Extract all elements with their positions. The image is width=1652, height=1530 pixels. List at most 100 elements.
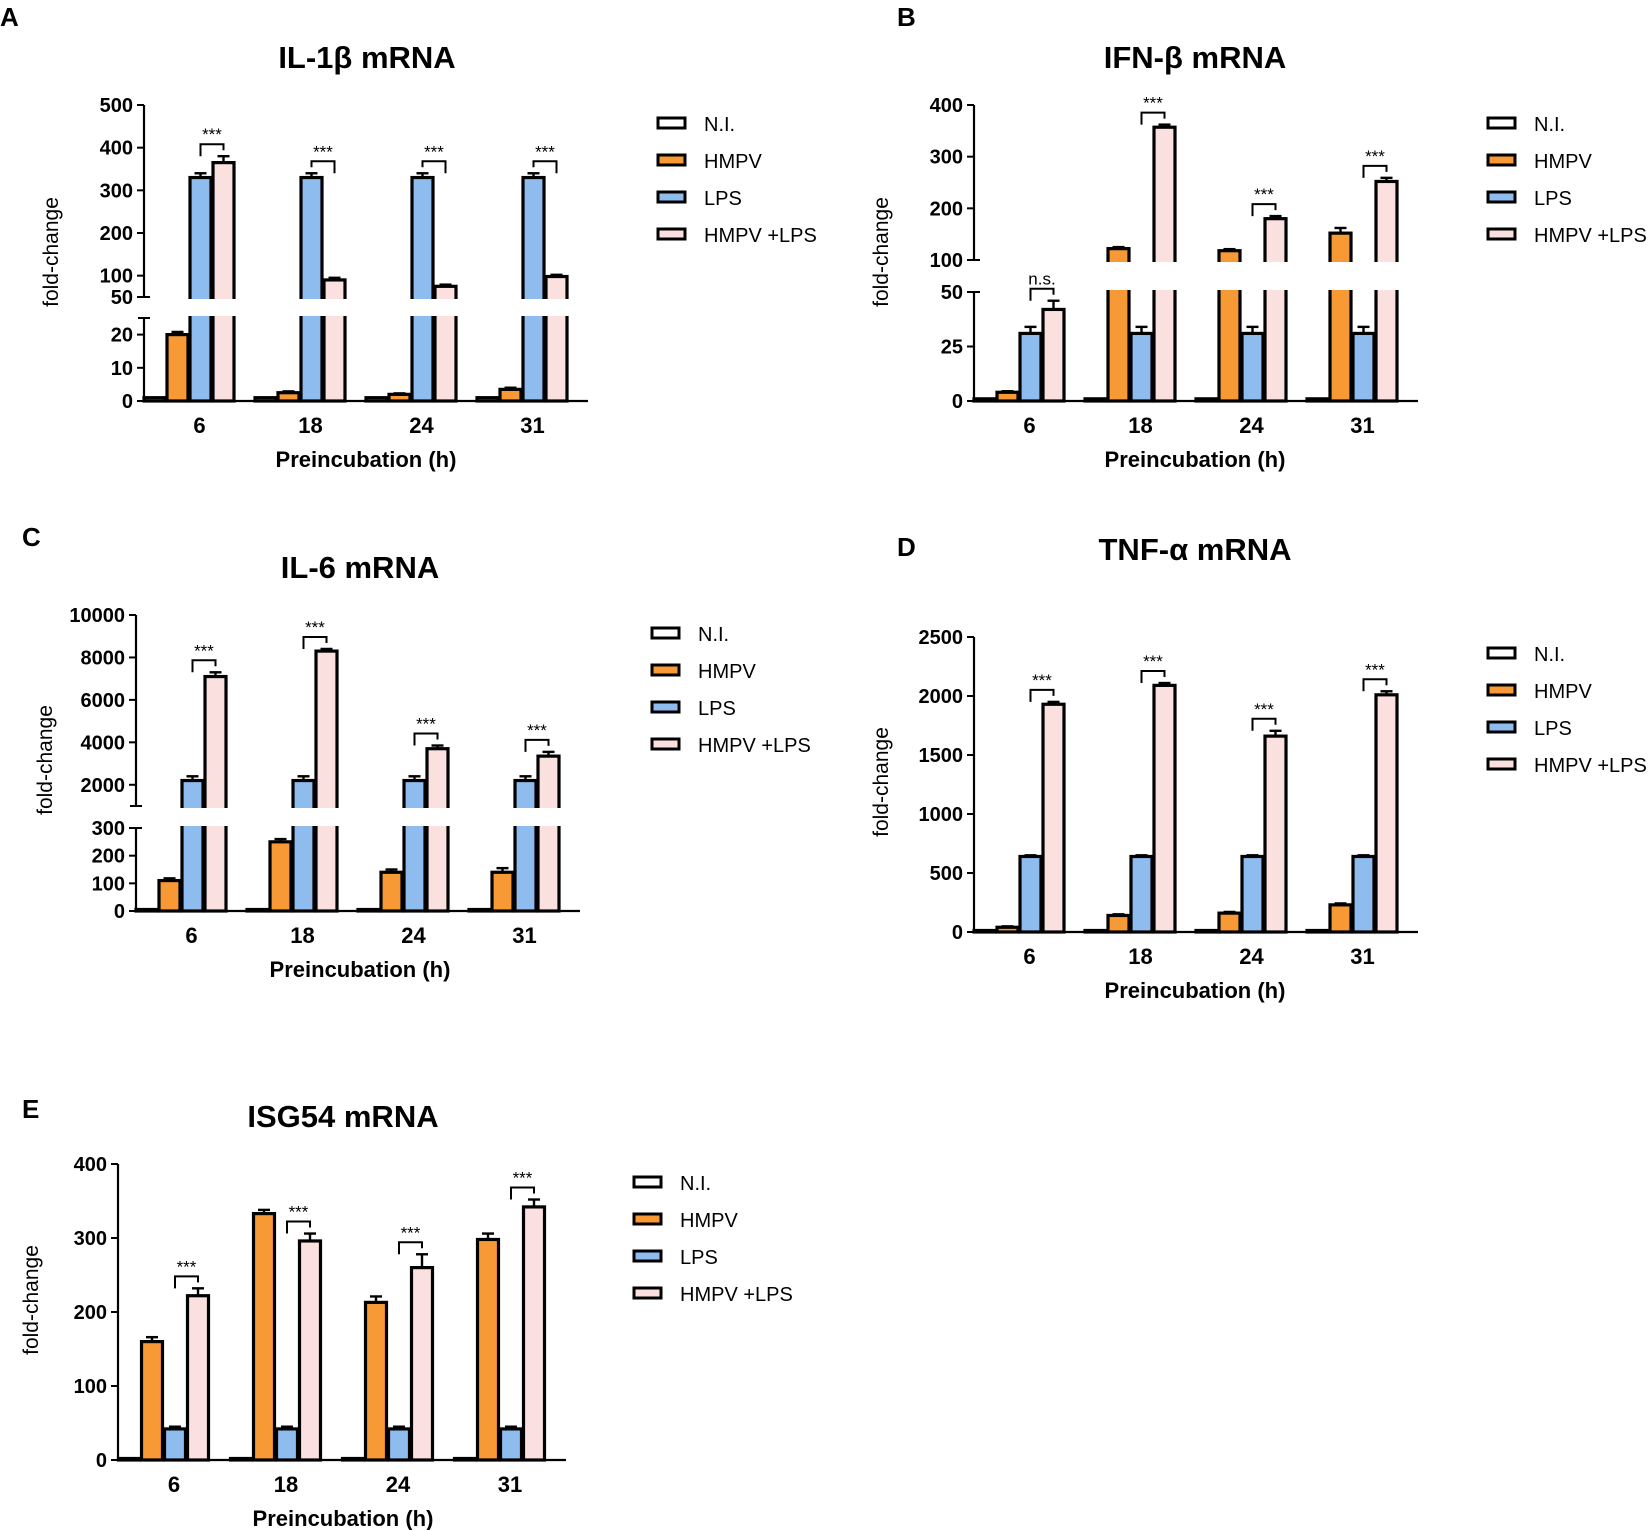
panel-b-bar	[1374, 179, 1399, 403]
panel-e-bar	[228, 1456, 254, 1462]
panel-d-bar	[1106, 913, 1131, 934]
panel-b-title: IFN-β mRNA	[1104, 40, 1287, 75]
panel-e-legend-label: HMPV +LPS	[680, 1284, 793, 1306]
panel-d-x-tick-label: 6	[1023, 944, 1035, 969]
panel-b-legend-label: LPS	[1534, 188, 1572, 210]
panel-c-x-tick-label: 24	[401, 923, 426, 948]
panel-a-significance-label: ***	[202, 125, 222, 144]
panel-a-bar	[211, 161, 236, 403]
panel-a-significance-bracket	[421, 160, 447, 174]
panel-c-bar	[490, 870, 515, 913]
panel-e-y-tick-label: 300	[74, 1228, 107, 1250]
panel-c-bar	[536, 754, 561, 913]
panel-d-bar	[1083, 928, 1108, 934]
panel-d-legend-label: HMPV +LPS	[1534, 755, 1647, 777]
panel-a-legend-label: LPS	[704, 188, 742, 210]
panel-e-bar	[185, 1294, 211, 1462]
panel-d-bar	[1041, 702, 1066, 934]
panel-b-bar	[995, 390, 1020, 403]
panel-a-axis-break-gap	[251, 299, 370, 316]
panel-c-bar	[134, 907, 159, 913]
panel-d-x-tick-label: 31	[1350, 944, 1374, 969]
panel-e-bar	[386, 1427, 412, 1462]
panel-b-bar	[1194, 397, 1219, 403]
panel-b-axis-break-gap	[1081, 262, 1200, 290]
panel-c-y-tick-label: 100	[92, 873, 125, 895]
panel-b-bar	[1129, 331, 1154, 403]
panel-d-title: TNF-α mRNA	[1099, 532, 1292, 567]
panel-c-legend-label: HMPV	[698, 661, 756, 683]
panel-b-bar	[1083, 397, 1108, 403]
panel-b-x-tick-label: 18	[1128, 413, 1152, 438]
panel-a-x-tick-label: 18	[298, 413, 322, 438]
panel-a-bar	[253, 396, 278, 403]
panel-b-legend-label: N.I.	[1534, 114, 1565, 136]
panel-b-y-tick-label: 300	[930, 147, 963, 169]
panel-e-legend-swatch	[632, 1286, 663, 1300]
panel-a-x-tick-label: 31	[520, 413, 544, 438]
panel-b-bar	[1328, 231, 1353, 403]
panel-c-y-tick-label: 10000	[69, 605, 125, 627]
panel-a-significance-label: ***	[424, 142, 444, 161]
panel-e-y-tick-label: 400	[74, 1154, 107, 1176]
panel-e-bar	[340, 1456, 366, 1462]
panel-b-axis-break-gap	[970, 262, 1089, 290]
panel-e-bar	[297, 1239, 323, 1462]
panel-b-significance-label: ***	[1143, 94, 1163, 113]
panel-e-significance-bracket	[174, 1275, 199, 1289]
panel-e-significance-bracket	[510, 1186, 535, 1200]
panel-a-x-tick-label: 24	[409, 413, 434, 438]
panel-a-bar	[498, 387, 523, 403]
panel-d-significance-bracket	[1140, 670, 1166, 684]
panel-e-significance-bracket	[398, 1241, 423, 1255]
panel-c-significance-bracket	[302, 635, 328, 649]
panel-b-y-tick-label: 100	[930, 250, 963, 272]
panel-e-x-tick-label: 31	[498, 1472, 522, 1497]
panel-d-legend-swatch	[1486, 720, 1517, 734]
panel-b-y-axis-label: fold-change	[870, 197, 893, 307]
panel-c-legend-swatch	[650, 663, 681, 677]
panel-d-x-tick-label: 24	[1239, 944, 1264, 969]
panel-a-bar	[188, 175, 213, 403]
panel-b-y-tick-label: 400	[930, 95, 963, 117]
panel-d-y-tick-label: 500	[930, 863, 963, 885]
panel-a-bar	[364, 396, 389, 403]
panel-c-bar	[203, 674, 228, 913]
panel-e-y-tick-label: 100	[74, 1376, 107, 1398]
panel-b-y-tick-label: 0	[952, 391, 963, 413]
panel-e-bar	[251, 1211, 277, 1462]
panel-d-significance-label: ***	[1032, 671, 1052, 690]
panel-a-legend-label: N.I.	[704, 114, 735, 136]
panel-c-bar	[180, 778, 205, 913]
panel-c-axis-break-gap	[465, 808, 584, 826]
panel-a-legend-swatch	[656, 227, 687, 241]
panel-e-bar	[475, 1237, 501, 1462]
panel-a-bar	[475, 396, 500, 403]
panel-c-legend-swatch	[650, 626, 681, 640]
panel-e-bar	[521, 1205, 547, 1462]
panel-d-legend-swatch	[1486, 757, 1517, 771]
panel-e: E ISG54 mRNA fold-change Preincubation (h) 0…	[20, 1094, 793, 1530]
panel-c-bar	[513, 778, 538, 913]
panel-d-significance-bracket	[1029, 688, 1055, 702]
panel-a-significance-bracket	[310, 160, 336, 174]
panel-a-legend-swatch	[656, 190, 687, 204]
panel-a-y-tick-label: 300	[100, 180, 133, 202]
panel-c-bar	[157, 878, 182, 913]
panel-c-x-tick-label: 31	[512, 923, 536, 948]
panel-d-bar	[1240, 854, 1265, 934]
panel-c-significance-label: ***	[527, 721, 547, 740]
panel-b-axis-break-gap	[1303, 262, 1422, 290]
panel-c-bar	[467, 907, 492, 913]
panel-e-title: ISG54 mRNA	[247, 1099, 438, 1134]
panel-e-bar	[498, 1427, 524, 1462]
panel-d-bar	[1018, 854, 1043, 934]
panel-e-legend-label: LPS	[680, 1247, 718, 1269]
panel-d-y-tick-label: 1500	[919, 745, 964, 767]
panel-d-significance-bracket	[1251, 717, 1277, 731]
panel-e-bar	[116, 1456, 142, 1462]
panel-a-letter: A	[0, 2, 19, 32]
panel-b-legend-swatch	[1486, 227, 1517, 241]
panel-b-legend-swatch	[1486, 116, 1517, 130]
panel-a-bar	[276, 391, 301, 403]
